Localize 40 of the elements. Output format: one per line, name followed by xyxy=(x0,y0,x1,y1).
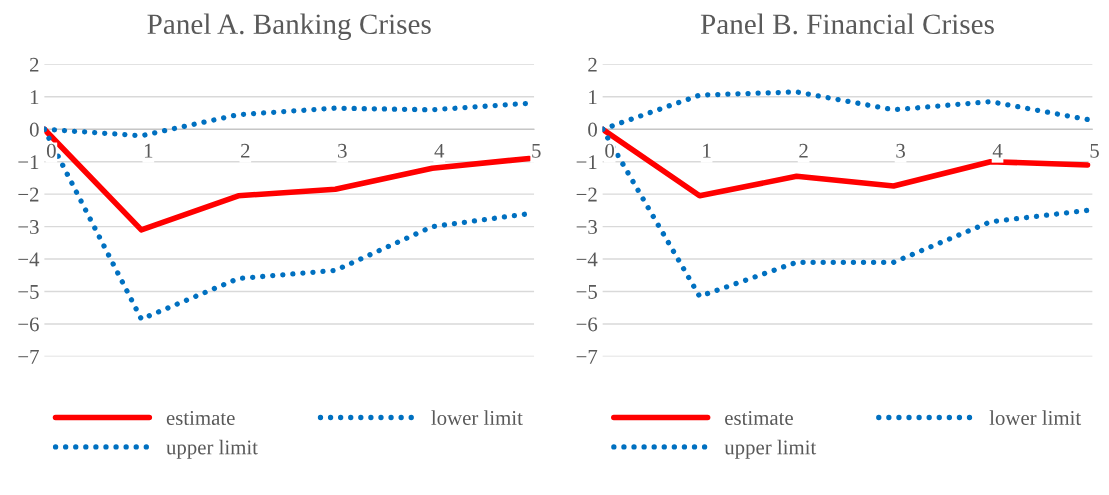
x-tick-label: 5 xyxy=(1090,143,1099,158)
y-tick-label: −3 xyxy=(18,220,39,235)
y-tick-label: 1 xyxy=(30,90,39,105)
y-tick-label: −2 xyxy=(18,187,39,202)
y-tick-label: −1 xyxy=(576,155,597,169)
x-tick-label: 3 xyxy=(896,143,905,158)
y-tick-label: 2 xyxy=(588,57,597,72)
x-tick-label: 1 xyxy=(144,143,153,158)
legend-label: estimate xyxy=(725,410,793,425)
x-tick-label: 2 xyxy=(799,143,808,158)
x-tick-label: 1 xyxy=(703,143,711,158)
y-tick-label: −7 xyxy=(576,349,598,364)
chart-title: Panel A. Banking Crises xyxy=(147,13,431,41)
legend-label: upper limit xyxy=(166,439,258,459)
x-tick-label: 4 xyxy=(434,143,445,158)
y-tick-label: −5 xyxy=(576,285,597,299)
y-tick-label: −6 xyxy=(18,317,39,332)
legend-label: upper limit xyxy=(724,439,817,459)
x-tick-label: 4 xyxy=(992,143,1003,158)
y-tick-label: 0 xyxy=(588,122,597,137)
y-tick-label: 1 xyxy=(589,90,597,105)
y-tick-label: 0 xyxy=(29,122,39,137)
legend-label: estimate xyxy=(166,410,235,425)
y-tick-label: −3 xyxy=(576,220,597,235)
y-tick-label: −7 xyxy=(18,349,39,364)
legend-label: lower limit xyxy=(431,410,523,425)
y-tick-label: −4 xyxy=(18,252,40,267)
x-tick-label: 3 xyxy=(338,143,347,158)
y-tick-label: −2 xyxy=(576,187,597,202)
y-tick-label: −5 xyxy=(18,285,39,299)
x-tick-label: 2 xyxy=(241,143,250,158)
legend-label: lower limit xyxy=(989,410,1082,425)
x-tick-label: 0 xyxy=(46,143,56,158)
y-tick-label: 2 xyxy=(30,57,39,72)
chart-title: Panel B. Financial Crises xyxy=(700,13,994,35)
x-tick-label: 0 xyxy=(605,143,615,158)
y-tick-label: −4 xyxy=(576,252,598,267)
y-tick-label: −6 xyxy=(576,317,598,332)
x-tick-label: 5 xyxy=(532,143,541,158)
y-tick-label: −1 xyxy=(18,155,39,169)
